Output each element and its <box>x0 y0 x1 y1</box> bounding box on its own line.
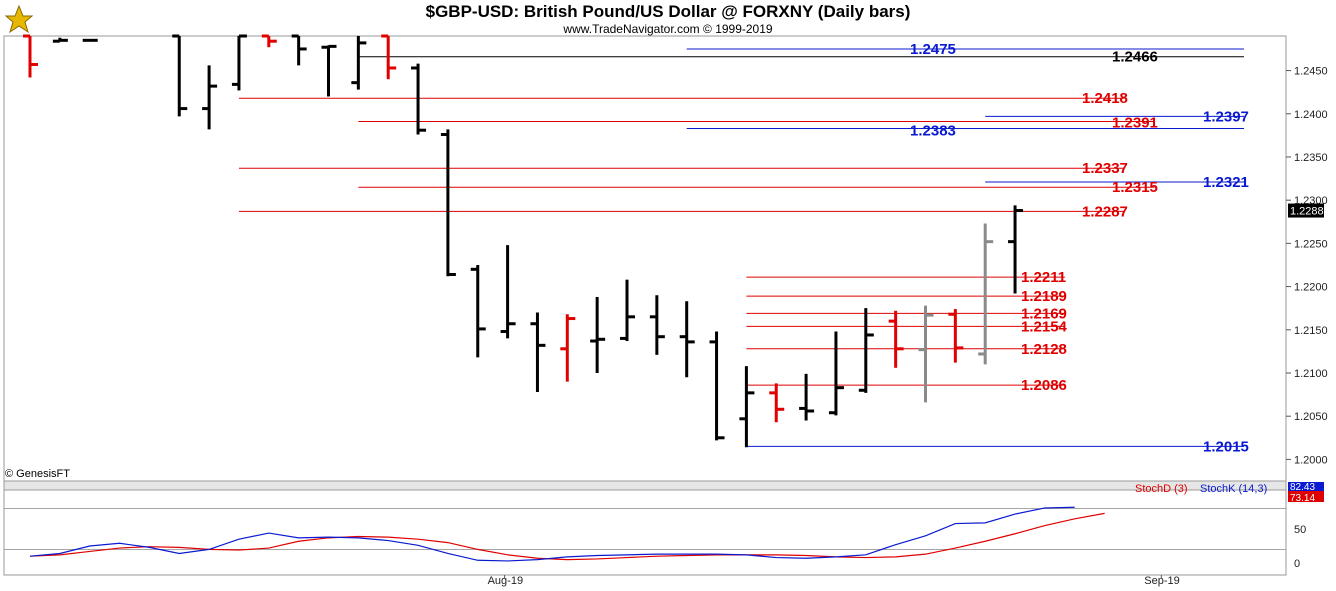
y-tick-label: 1.2000 <box>1294 454 1328 466</box>
level-label: 1.2315 <box>1112 179 1158 196</box>
stoch-tick-label: 0 <box>1294 558 1300 570</box>
ohlc-bar <box>709 331 725 441</box>
ohlc-bar <box>411 63 427 135</box>
stoch-line <box>29 506 1075 562</box>
stochk-last-value: 82.43 <box>1290 482 1315 493</box>
level-label: 1.2015 <box>1203 438 1249 455</box>
ohlc-bar <box>82 38 98 42</box>
legend-stochk: StochK (14,3) <box>1200 483 1267 495</box>
ohlc-bar <box>828 331 844 416</box>
y-tick-label: 1.2150 <box>1294 325 1328 337</box>
ohlc-bar <box>888 310 904 368</box>
y-tick-label: 1.2350 <box>1294 152 1328 164</box>
stochd-last-box <box>1288 491 1324 502</box>
ohlc-bar <box>291 34 307 66</box>
ohlc-bar <box>918 305 934 403</box>
level-label: 1.2287 <box>1082 203 1128 220</box>
y-tick-label: 1.2200 <box>1294 282 1328 294</box>
y-tick-label: 1.2100 <box>1294 368 1328 380</box>
ohlc-bar <box>440 129 456 277</box>
ohlc-bar <box>739 366 755 448</box>
ohlc-bar <box>500 245 516 339</box>
ohlc-bar <box>231 34 247 91</box>
level-label: 1.2337 <box>1082 160 1128 177</box>
legend-stochd: StochD (3) <box>1135 483 1188 495</box>
ohlc-bar <box>172 34 188 117</box>
level-label: 1.2418 <box>1082 90 1128 107</box>
ohlc-bar <box>679 301 695 378</box>
ohlc-bar <box>470 264 486 358</box>
y-tick-label: 1.2450 <box>1294 66 1328 78</box>
level-label: 1.2397 <box>1203 108 1249 125</box>
last-price-label: 1.2288 <box>1290 206 1324 218</box>
ohlc-bar <box>978 223 994 365</box>
ohlc-bar <box>202 65 218 130</box>
x-tick-label: Aug-19 <box>488 575 523 587</box>
ohlc-bar <box>799 373 815 421</box>
ohlc-bar <box>261 34 277 48</box>
level-label: 1.2128 <box>1021 341 1067 358</box>
stoch-tick-label: 50 <box>1294 524 1306 536</box>
ohlc-bar <box>948 309 964 363</box>
level-label: 1.2211 <box>1021 269 1066 286</box>
ohlc-bar <box>560 314 576 382</box>
ohlc-bar <box>381 34 397 80</box>
last-price-box <box>1288 203 1324 218</box>
level-label: 1.2383 <box>910 122 956 139</box>
ohlc-bar <box>351 36 367 90</box>
copyright-label: © GenesisFT <box>5 468 70 480</box>
ohlc-bar <box>858 308 874 393</box>
y-tick-label: 1.2050 <box>1294 411 1328 423</box>
ohlc-bar <box>23 34 38 78</box>
ohlc-bar <box>769 383 785 423</box>
stochk-last-box <box>1288 482 1324 491</box>
chart-subtitle: www.TradeNavigator.com © 1999-2019 <box>563 22 773 36</box>
level-label: 1.2169 <box>1021 305 1067 322</box>
level-label: 1.2466 <box>1112 49 1158 66</box>
level-label: 1.2189 <box>1021 288 1067 305</box>
y-tick-label: 1.2400 <box>1294 109 1328 121</box>
ohlc-bar <box>620 279 635 342</box>
chart-title: $GBP-USD: British Pound/US Dollar @ FORX… <box>425 2 911 21</box>
ohlc-bar <box>52 37 68 43</box>
panel-divider <box>3 480 1287 491</box>
genesis-logo-icon <box>4 4 34 34</box>
level-label: 1.2321 <box>1203 174 1249 191</box>
stochd-last-value: 73.14 <box>1290 493 1315 504</box>
ohlc-bar <box>649 295 665 355</box>
ohlc-bar <box>530 312 546 392</box>
ohlc-bar <box>321 44 337 97</box>
level-label: 1.2475 <box>910 41 956 58</box>
ohlc-bar <box>1008 205 1024 294</box>
level-label: 1.2086 <box>1021 377 1067 394</box>
level-label: 1.2154 <box>1021 318 1068 335</box>
level-label: 1.2391 <box>1112 115 1158 132</box>
x-tick-label: Sep-19 <box>1144 575 1179 587</box>
y-tick-label: 1.2250 <box>1294 238 1328 250</box>
ohlc-bar <box>590 296 606 373</box>
